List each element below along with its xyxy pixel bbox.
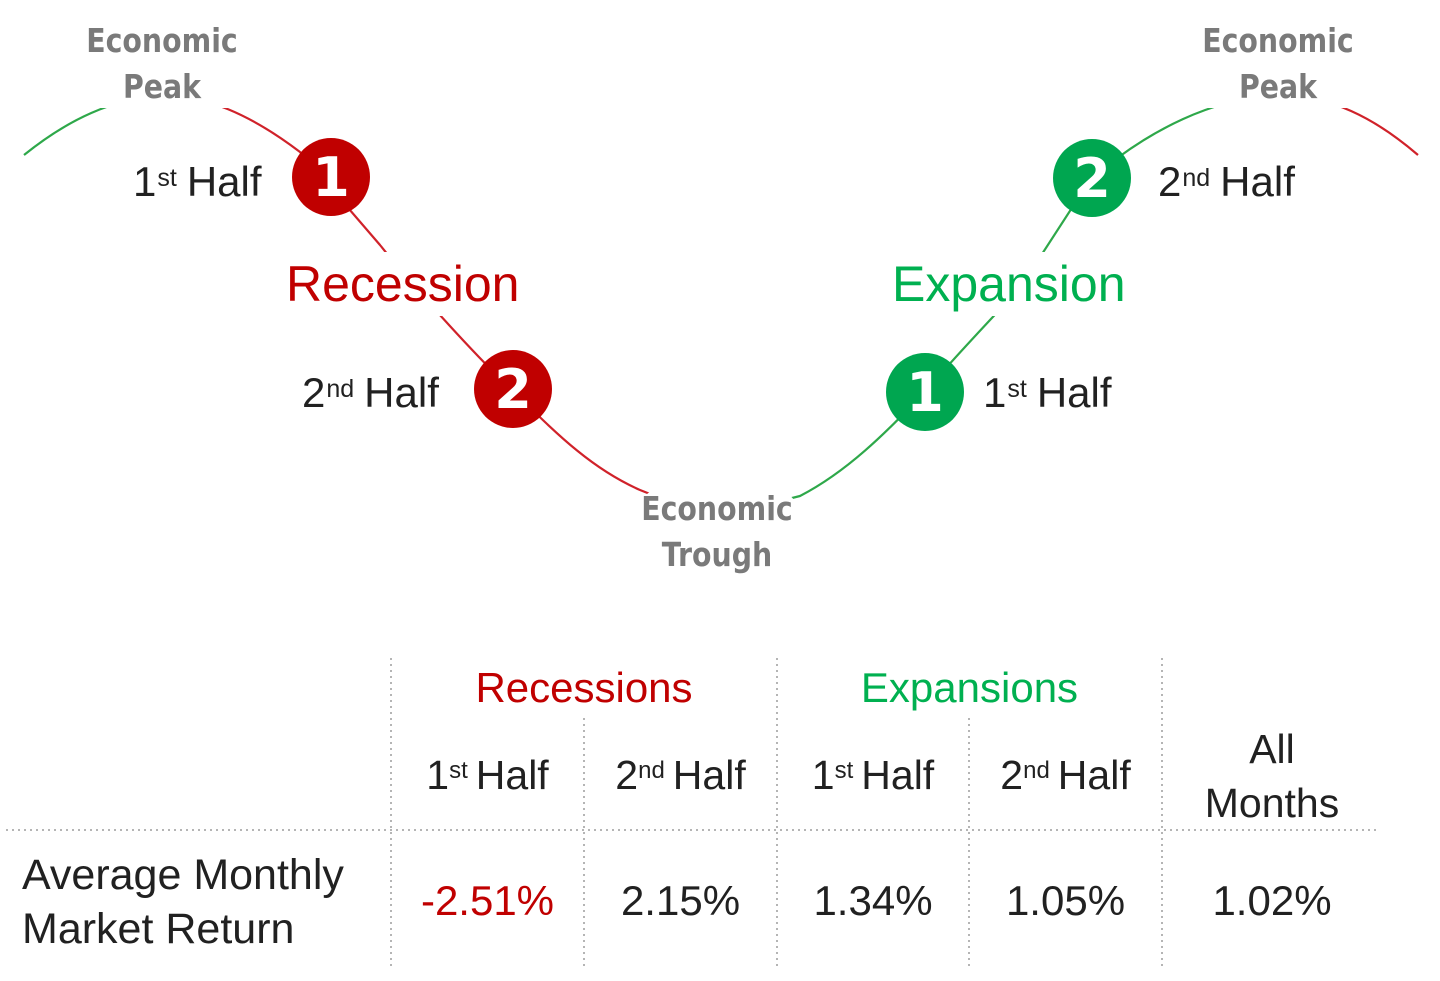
- all-months-line1: All: [1249, 726, 1295, 772]
- col-suffix: nd: [638, 757, 665, 784]
- curve-segment-recession: [160, 93, 718, 510]
- value-recession-second-half: 2.15%: [620, 877, 741, 924]
- economic-peak-right-label: Economic Peak: [1192, 18, 1364, 110]
- economic-trough-line2: Trough: [661, 535, 773, 574]
- col-word: Half: [1057, 752, 1131, 798]
- table-group-recessions: Recessions: [475, 664, 693, 711]
- economic-peak-left-line2: Peak: [122, 67, 202, 106]
- table-col-expansion-second-half: 2nd Half: [969, 750, 1162, 800]
- expansion-second-half-word: Half: [1220, 158, 1295, 205]
- table-group-expansions: Expansions: [860, 664, 1079, 711]
- col-suffix: st: [834, 757, 854, 784]
- all-months-line2: Months: [1204, 780, 1340, 826]
- expansion-second-half-marker: 2: [1053, 139, 1131, 217]
- recession-second-half-number: 2: [494, 358, 532, 421]
- recession-second-half-suffix: nd: [326, 375, 355, 403]
- economic-peak-left-line1: Economic: [86, 21, 238, 60]
- recession-second-half-marker: 2: [474, 350, 552, 428]
- recession-second-half-word: Half: [364, 369, 439, 416]
- peak-right-mask: [1160, 20, 1400, 108]
- expansion-first-half-word: Half: [1036, 369, 1112, 416]
- col-ordinal: 1: [426, 752, 450, 798]
- recession-first-half-label: 1st Half: [133, 158, 262, 206]
- row-label-line1: Average Monthly: [22, 851, 344, 899]
- economic-peak-right-line1: Economic: [1202, 21, 1354, 60]
- recession-label: Recession: [260, 255, 546, 313]
- recession-first-half-suffix: st: [157, 164, 177, 192]
- recession-first-half-marker: 1: [292, 138, 370, 216]
- expansion-first-half-suffix: st: [1007, 375, 1027, 403]
- expansion-first-half-ordinal: 1: [983, 369, 1007, 416]
- value-all-months: 1.02%: [1212, 877, 1332, 924]
- col-word: Half: [672, 752, 746, 798]
- col-suffix: nd: [1023, 757, 1050, 784]
- economic-peak-right-line2: Peak: [1238, 67, 1318, 106]
- recession-second-half-label: 2nd Half: [302, 369, 439, 417]
- expansion-second-half-suffix: nd: [1182, 164, 1211, 192]
- col-ordinal: 2: [1000, 752, 1024, 798]
- col-ordinal: 1: [811, 752, 835, 798]
- recession-first-half-number: 1: [312, 146, 350, 209]
- expansion-first-half-label: 1st Half: [983, 369, 1112, 417]
- table-col-recession-first-half: 1st Half: [391, 750, 584, 800]
- col-word: Half: [475, 752, 549, 798]
- expansion-second-half-ordinal: 2: [1158, 158, 1182, 205]
- col-word: Half: [861, 752, 935, 798]
- recession-second-half-ordinal: 2: [302, 369, 326, 416]
- peak-left-mask: [45, 20, 280, 108]
- table-col-recession-second-half: 2nd Half: [584, 750, 777, 800]
- economic-trough-line1: Economic: [641, 489, 793, 528]
- expansion-first-half-number: 1: [906, 361, 944, 424]
- expansion-second-half-label: 2nd Half: [1158, 158, 1295, 206]
- value-recession-first-half: -2.51%: [420, 877, 555, 924]
- row-label-line2: Market Return: [22, 905, 295, 953]
- economic-peak-left-label: Economic Peak: [76, 18, 248, 110]
- table-col-all-months: All Months: [1172, 722, 1372, 830]
- expansion-label: Expansion: [866, 255, 1152, 313]
- economic-trough-label: Economic Trough: [631, 486, 803, 578]
- trough-mask: [635, 488, 800, 583]
- recession-first-half-word: Half: [186, 158, 262, 205]
- recession-first-half-ordinal: 1: [133, 158, 157, 205]
- expansion-second-half-number: 2: [1073, 147, 1111, 210]
- table-grid: [6, 658, 1380, 968]
- table-row-label: Average Monthly Market Return: [22, 848, 344, 956]
- curve-segment-left-expansion: [23, 93, 160, 156]
- table-col-expansion-first-half: 1st Half: [777, 750, 969, 800]
- expansion-first-half-marker: 1: [886, 353, 964, 431]
- value-expansion-first-half: 1.34%: [813, 877, 933, 924]
- value-expansion-second-half: 1.05%: [1005, 877, 1126, 924]
- curve-segment-right-recession: [1278, 93, 1419, 156]
- col-ordinal: 2: [615, 752, 639, 798]
- col-suffix: st: [449, 757, 468, 784]
- curve-segment-expansion: [718, 93, 1278, 510]
